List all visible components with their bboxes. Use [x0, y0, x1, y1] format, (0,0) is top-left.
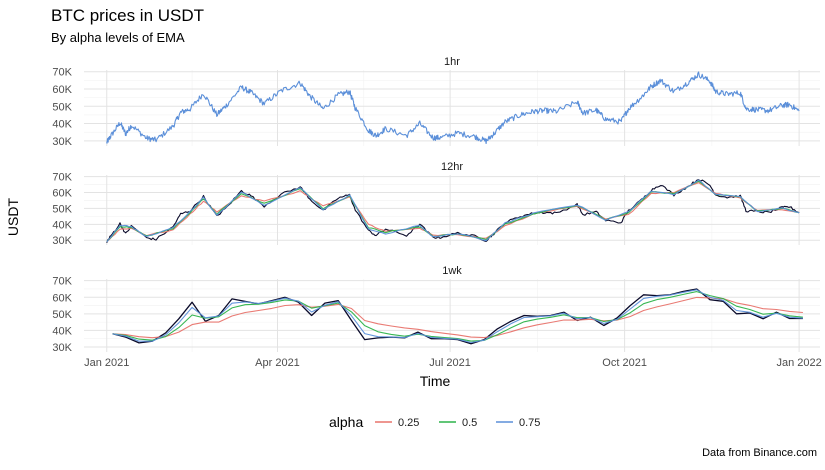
legend: alpha 0.25 0.5 0.75 [329, 414, 540, 430]
chart-subtitle: By alpha levels of EMA [51, 30, 185, 45]
series-ema-0.25 [112, 296, 803, 339]
facet-12hr: 12hr 30K 40K 50K 60K 70K [52, 161, 820, 247]
series-ema-0.5 [112, 291, 803, 342]
y-tick-label: 60K [52, 292, 72, 304]
facet-1hr: 1hr 30K 40K 50K 60K 70K [52, 56, 820, 148]
facet-label-1wk: 1wk [442, 265, 462, 277]
y-tick-label: 30K [52, 235, 72, 247]
series-ema-0.75 [112, 289, 803, 344]
y-tick-label: 30K [52, 136, 72, 148]
x-tick-label: Jan 2021 [84, 357, 129, 369]
y-tick-label: 40K [52, 119, 72, 131]
x-axis-title: Time [420, 373, 451, 389]
y-tick-label: 60K [52, 188, 72, 200]
y-tick-label: 30K [52, 342, 72, 354]
x-axis: Jan 2021 Apr 2021 Jul 2021 Oct 2021 Jan 2022 [84, 357, 822, 369]
y-tick-label: 50K [52, 101, 72, 113]
y-tick-label: 70K [52, 276, 72, 288]
x-tick-label: Jan 2022 [777, 357, 822, 369]
facet-label-1hr: 1hr [444, 56, 460, 68]
y-tick-label: 70K [52, 172, 72, 184]
x-tick-label: Oct 2021 [602, 357, 647, 369]
series-price-1hr [106, 71, 800, 145]
x-tick-label: Jul 2021 [429, 357, 471, 369]
y-tick-label: 40K [52, 219, 72, 231]
series-ema-0.25 [106, 182, 800, 243]
legend-label-0.5: 0.5 [462, 417, 477, 429]
facet-label-12hr: 12hr [441, 161, 463, 173]
chart-caption: Data from Binance.com [702, 447, 817, 459]
x-tick-label: Apr 2021 [255, 357, 300, 369]
y-tick-label: 50K [52, 203, 72, 215]
chart-title: BTC prices in USDT [51, 6, 204, 25]
series-ema-0.75 [106, 179, 800, 243]
legend-label-0.75: 0.75 [519, 417, 540, 429]
y-tick-label: 50K [52, 309, 72, 321]
facet-1wk: 1wk 30K 40K 50K 60K 70K [52, 265, 820, 354]
y-tick-label: 40K [52, 325, 72, 337]
y-tick-label: 60K [52, 84, 72, 96]
y-tick-label: 70K [52, 67, 72, 79]
legend-label-0.25: 0.25 [398, 417, 419, 429]
series-price-12hr [106, 179, 800, 243]
legend-title: alpha [329, 414, 363, 430]
y-axis-title: USDT [5, 198, 21, 237]
